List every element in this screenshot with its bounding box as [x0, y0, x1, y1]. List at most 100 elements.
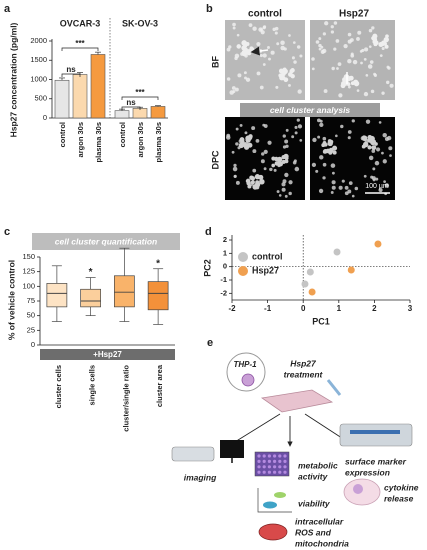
cell	[282, 145, 287, 149]
cell	[280, 45, 285, 51]
point	[333, 248, 341, 256]
cell	[251, 126, 256, 131]
monitor	[220, 440, 244, 458]
cell	[340, 83, 346, 89]
cell	[285, 128, 289, 132]
y-tick-label: 100	[22, 281, 35, 290]
y-tick-label: -2	[220, 288, 227, 297]
cell	[267, 57, 271, 61]
cell	[382, 159, 387, 164]
cell	[367, 145, 372, 150]
cell	[256, 71, 261, 76]
significance-label: *	[89, 267, 93, 278]
cell	[322, 162, 327, 167]
cell	[239, 123, 243, 127]
output-label: release	[384, 493, 414, 503]
legend-marker	[238, 266, 248, 276]
cell	[235, 142, 239, 146]
cell	[311, 67, 315, 71]
population	[274, 492, 286, 498]
well	[283, 465, 287, 469]
cell	[290, 68, 295, 73]
flow-plot	[257, 488, 292, 513]
micrograph	[225, 117, 305, 200]
cell	[291, 56, 295, 60]
y-tick-label: 2	[223, 235, 227, 244]
cell-icon	[353, 484, 363, 494]
cell	[235, 180, 240, 185]
cell	[280, 40, 285, 45]
x-tick-label: argon 30s	[136, 122, 145, 157]
x-tick-label: control	[118, 122, 127, 147]
point	[374, 240, 382, 248]
cell	[241, 50, 247, 56]
legend-label: Hsp27	[252, 265, 279, 275]
panel-label: c	[4, 226, 10, 238]
cytometer-panel	[350, 430, 400, 434]
cell	[320, 45, 324, 49]
output-label: metabolic	[298, 460, 338, 470]
cell	[272, 27, 276, 32]
cell	[299, 139, 303, 142]
cell	[352, 59, 358, 65]
cell	[281, 182, 286, 187]
cell	[373, 72, 377, 76]
cell	[371, 149, 376, 153]
cell	[367, 138, 373, 143]
cell	[297, 89, 302, 94]
cell	[330, 163, 336, 168]
cell	[278, 194, 282, 197]
cell	[234, 56, 238, 61]
cell	[372, 178, 376, 182]
cell	[292, 41, 296, 44]
cell	[321, 48, 327, 54]
imager	[171, 446, 215, 462]
cell	[226, 77, 231, 81]
cell	[367, 134, 373, 140]
y-axis-label: % of vehicle control	[6, 260, 16, 340]
cell	[371, 26, 375, 30]
cell	[294, 166, 300, 172]
cell	[333, 47, 337, 51]
cell	[371, 145, 377, 151]
cell	[243, 43, 248, 48]
box	[80, 288, 101, 308]
arrow	[250, 46, 269, 56]
cell	[383, 180, 386, 184]
cell	[356, 89, 360, 92]
x-axis-label: PC1	[312, 316, 330, 326]
treatment-label: treatment	[284, 369, 324, 379]
pipette	[326, 379, 342, 396]
cell	[363, 91, 369, 97]
box	[114, 275, 135, 308]
cell	[344, 185, 349, 190]
cell	[246, 136, 251, 142]
banner-text: cell cluster analysis	[270, 105, 351, 115]
cell	[318, 37, 322, 41]
cell-icon	[226, 352, 266, 392]
cell	[319, 119, 323, 123]
significance-label: ***	[75, 39, 85, 48]
arrow	[229, 413, 281, 446]
y-tick-label: 0	[223, 262, 227, 271]
x-tick-label: -1	[264, 304, 272, 313]
well	[257, 454, 261, 458]
cell	[274, 31, 278, 35]
cell	[262, 63, 266, 66]
cell	[288, 34, 291, 37]
output-label: surface marker	[345, 456, 407, 466]
x-tick-label: single cells	[88, 365, 97, 405]
x-tick-label: plasma 30s	[94, 122, 103, 162]
cell	[360, 61, 363, 65]
cell	[386, 80, 390, 85]
micrograph	[310, 117, 395, 200]
cell	[330, 30, 335, 34]
cell	[315, 40, 320, 44]
panel-label: a	[4, 3, 11, 15]
significance-label: ***	[135, 88, 145, 97]
well	[283, 470, 287, 474]
significance-label: ns	[126, 98, 136, 107]
cell	[232, 26, 236, 30]
cell	[262, 26, 266, 30]
cell	[381, 46, 385, 51]
